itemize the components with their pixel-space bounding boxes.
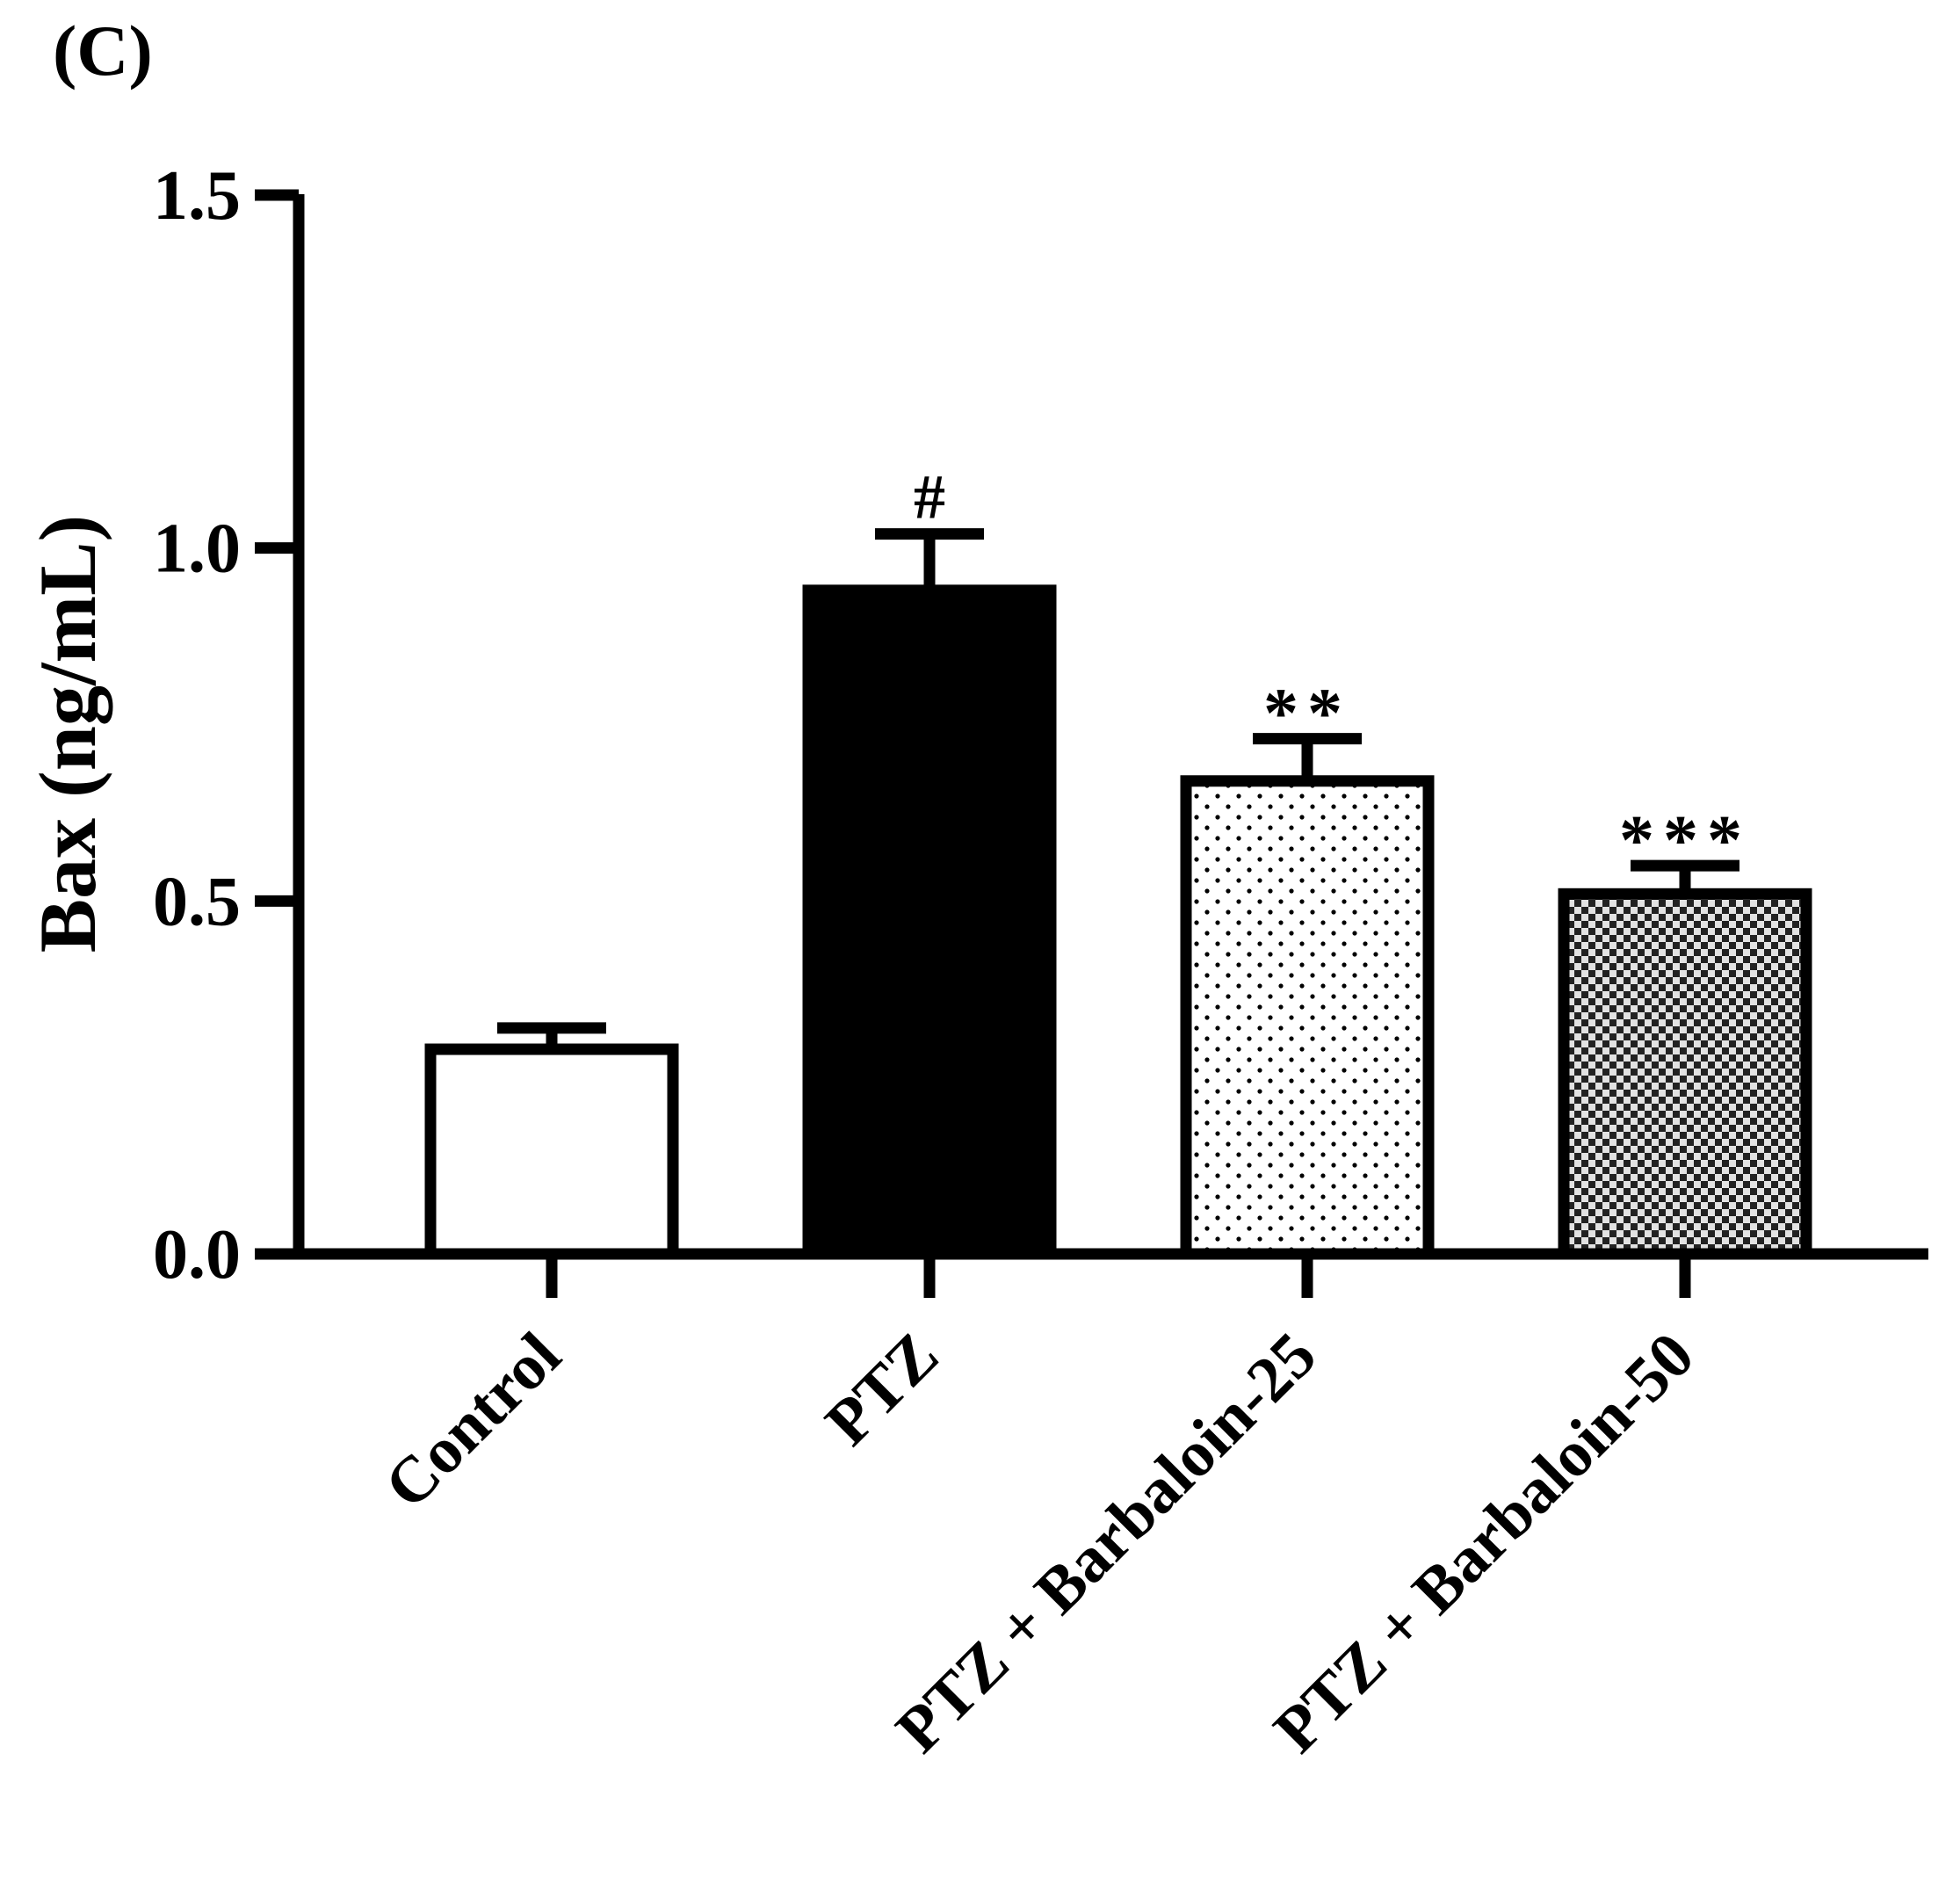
y-tick-label-4: 1.5 [153,157,241,235]
x-tick-label-4: PTZ + Barbaloin-50 [1261,1319,1708,1766]
significance-marker-3: ** [1263,676,1351,753]
significance-marker-2: # [914,462,945,533]
x-tick-label-2: PTZ [812,1319,952,1460]
bar-3 [1180,775,1435,1260]
y-axis-label: Bax (ng/mL) [23,515,112,953]
x-tick-label-1: Control [372,1319,575,1522]
bar-4 [1558,888,1812,1260]
bar-2 [802,584,1057,1260]
bar-1 [424,1043,679,1260]
y-tick-label-3: 1.0 [153,511,241,588]
y-tick-label-1: 0.0 [153,1216,241,1293]
y-tick-label-2: 0.5 [153,863,241,940]
panel-label: (C) [53,11,153,91]
significance-marker-4: *** [1619,802,1751,880]
x-tick-label-3: PTZ + Barbaloin-25 [883,1319,1330,1766]
plot-area: Control # PTZ ** PTZ + Barbaloin-25 *** PTZ + … [153,157,1928,1766]
